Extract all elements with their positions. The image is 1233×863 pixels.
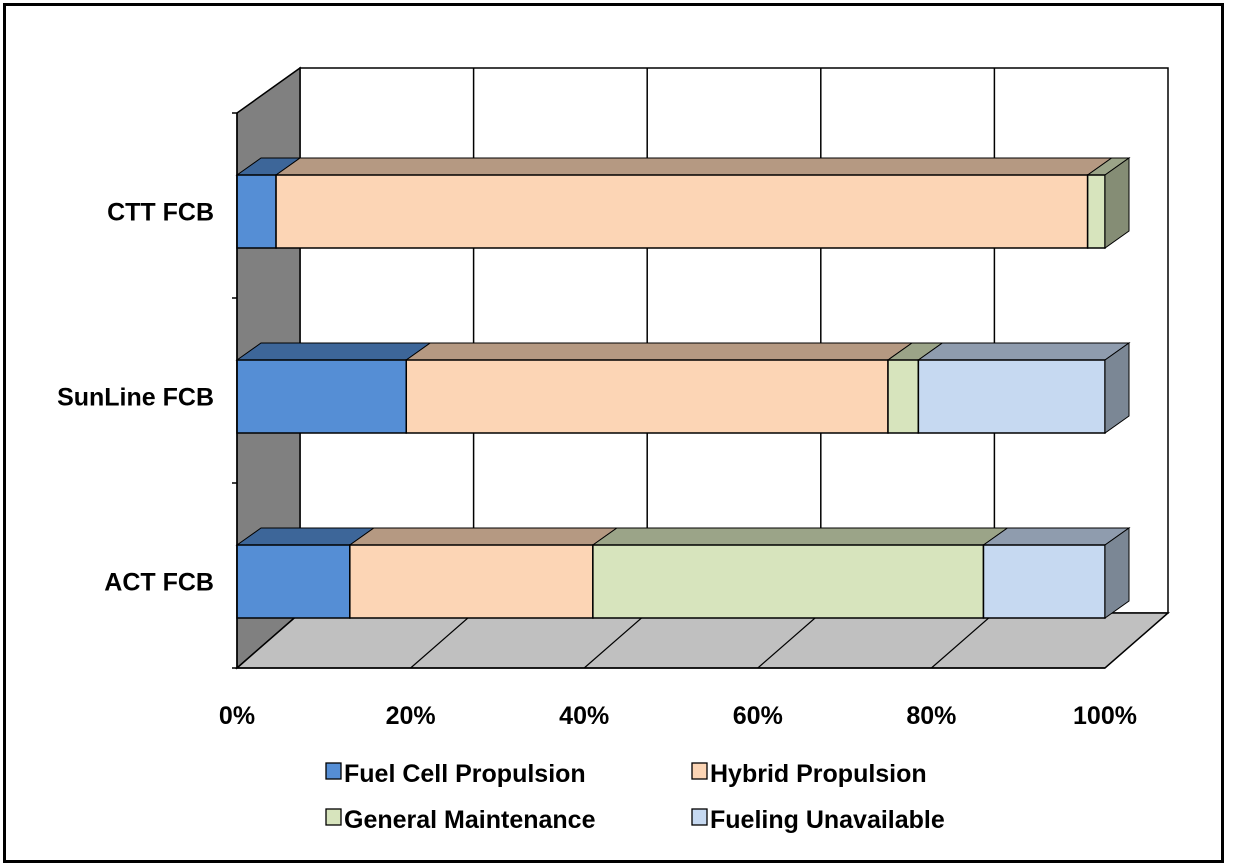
bar-hybrid-propulsion	[275, 174, 1089, 249]
legend-swatch	[691, 762, 708, 780]
category-labels: CTT FCB SunLine FCB ACT FCB	[57, 199, 214, 597]
bar-fueling-unavailable	[917, 359, 1106, 434]
x-tick-label: 20%	[386, 702, 436, 730]
legend-label: General Maintenance	[344, 806, 596, 834]
floor-gridline-40	[583, 612, 648, 669]
bar-group-act-fcb	[235, 527, 1131, 619]
bar-fuel-cell-propulsion	[236, 174, 277, 249]
category-label: SunLine FCB	[57, 384, 214, 412]
bar-group-sunline-fcb	[235, 342, 1131, 434]
bar-end-face	[1104, 157, 1130, 249]
floor-gridline-20	[410, 612, 474, 669]
x-tick-label: 0%	[219, 702, 255, 730]
bar-top-fueling-unavailable	[916, 342, 1131, 361]
bar-general-maintenance	[887, 359, 920, 434]
legend-swatch	[325, 762, 342, 780]
bar-fueling-unavailable	[982, 544, 1106, 619]
bar-general-maintenance	[592, 544, 985, 619]
x-tick-label: 100%	[1073, 702, 1137, 730]
bar-hybrid-propulsion	[349, 544, 594, 619]
bar-top-fuel-cell-propulsion	[235, 342, 432, 361]
bar-end-face	[1104, 342, 1130, 434]
legend-label: Fuel Cell Propulsion	[344, 760, 586, 788]
legend: Fuel Cell Propulsion Hybrid Propulsion Gen…	[325, 760, 945, 834]
floor-gridline-80	[931, 612, 995, 669]
legend-swatch	[325, 808, 342, 826]
category-label: ACT FCB	[104, 569, 214, 597]
bars	[235, 157, 1131, 619]
bar-top-hybrid-propulsion	[274, 157, 1114, 176]
bar-fuel-cell-propulsion	[236, 544, 351, 619]
legend-swatch	[691, 808, 708, 826]
axes	[232, 112, 1105, 669]
bar-general-maintenance	[1086, 174, 1106, 249]
bar-top-general-maintenance	[591, 527, 1010, 546]
bar-end-face	[1104, 527, 1130, 619]
bar-hybrid-propulsion	[405, 359, 889, 434]
bar-top-hybrid-propulsion	[404, 342, 914, 361]
x-tick-labels: 0% 20% 40% 60% 80% 100%	[219, 702, 1137, 730]
floor-gridline-60	[757, 612, 822, 669]
bar-top-hybrid-propulsion	[348, 527, 619, 546]
x-tick-label: 40%	[559, 702, 609, 730]
bar-group-ctt-fcb	[235, 157, 1131, 249]
bar-fuel-cell-propulsion	[236, 359, 408, 434]
legend-label: Fueling Unavailable	[710, 806, 945, 834]
x-tick-label: 80%	[906, 702, 956, 730]
floor	[235, 612, 1170, 669]
bar-top-fueling-unavailable	[981, 527, 1131, 546]
legend-label: Hybrid Propulsion	[710, 760, 927, 788]
category-label: CTT FCB	[107, 199, 214, 227]
x-tick-label: 60%	[733, 702, 783, 730]
